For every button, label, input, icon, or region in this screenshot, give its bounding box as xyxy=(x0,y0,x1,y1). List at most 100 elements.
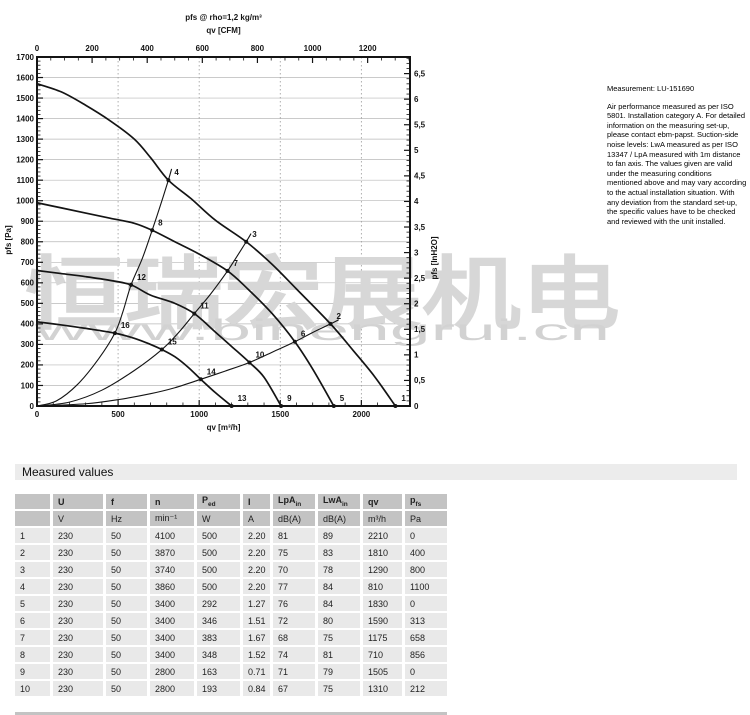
table-cell: 383 xyxy=(197,630,240,645)
top-axis-tick-label: 600 xyxy=(196,44,210,53)
operating-point-label: 5 xyxy=(340,394,345,403)
table-cell: 400 xyxy=(405,545,447,560)
table-cell: 3860 xyxy=(150,579,194,594)
table-unit-header: min⁻¹ xyxy=(150,511,194,526)
table-cell: 1.52 xyxy=(243,647,270,662)
table-cell: 0.71 xyxy=(243,664,270,679)
table-column-header: n xyxy=(150,494,194,509)
table-cell: 0 xyxy=(405,528,447,543)
table-cell: 230 xyxy=(53,613,103,628)
table-cell: 74 xyxy=(273,647,315,662)
table-cell: 1810 xyxy=(363,545,402,560)
right-axis-tick-label: 0,5 xyxy=(414,376,426,385)
table-unit-header xyxy=(15,511,50,526)
operating-point-marker xyxy=(328,321,333,326)
top-axis-tick-label: 400 xyxy=(141,44,155,53)
table-column-header: I xyxy=(243,494,270,509)
left-axis-tick-label: 700 xyxy=(21,258,35,267)
table-unit-header: V xyxy=(53,511,103,526)
operating-point-label: 3 xyxy=(252,230,257,239)
operating-point-label: 7 xyxy=(234,259,239,268)
chart-axes: 0100200300400500600700800900100011001200… xyxy=(4,13,439,432)
table-column-header: pfs xyxy=(405,494,447,509)
top-axis-tick-label: 800 xyxy=(251,44,265,53)
table-cell: 50 xyxy=(106,613,147,628)
left-axis-tick-label: 800 xyxy=(21,238,35,247)
left-axis-label: pfs [Pa] xyxy=(4,225,13,255)
table-cell: 1505 xyxy=(363,664,402,679)
bottom-axis-tick-label: 1500 xyxy=(271,410,289,419)
table-cell: 230 xyxy=(53,630,103,645)
table-cell: 67 xyxy=(273,681,315,696)
left-axis-tick-label: 100 xyxy=(21,381,35,390)
table-row: 6 230 50 3400 346 1.51 72 80 1590 313 xyxy=(15,613,447,628)
table-cell: 810 xyxy=(363,579,402,594)
watermark-company-name: 恒瑞宏展机电 xyxy=(25,250,620,339)
table-cell: 5 xyxy=(15,596,50,611)
table-row: 2 230 50 3870 500 2.20 75 83 1810 400 xyxy=(15,545,447,560)
table-cell: 50 xyxy=(106,562,147,577)
fan-curve xyxy=(36,201,335,407)
table-column-header xyxy=(15,494,50,509)
table-cell: 230 xyxy=(53,647,103,662)
table-cell: 230 xyxy=(53,579,103,594)
system-curve xyxy=(36,168,173,407)
left-axis-tick-label: 1100 xyxy=(17,176,35,185)
operating-point-label: 11 xyxy=(200,302,209,311)
right-axis-tick-label: 0 xyxy=(414,402,419,411)
right-axis-tick-label: 4,5 xyxy=(414,172,426,181)
table-cell: 50 xyxy=(106,630,147,645)
bottom-axis-tick-label: 2000 xyxy=(352,410,370,419)
operating-point-marker xyxy=(198,377,203,382)
table-cell: 3400 xyxy=(150,596,194,611)
table-cell: 89 xyxy=(318,528,360,543)
right-axis-tick-label: 2 xyxy=(414,300,419,309)
table-cell: 79 xyxy=(318,664,360,679)
table-cell: 77 xyxy=(273,579,315,594)
measurement-notes: Measurement: LU-151690 Air performance m… xyxy=(607,84,748,226)
operating-point-marker xyxy=(244,239,249,244)
table-cell: 212 xyxy=(405,681,447,696)
table-cell: 2.20 xyxy=(243,562,270,577)
table-row: 4 230 50 3860 500 2.20 77 84 810 1100 xyxy=(15,579,447,594)
table-cell: 2800 xyxy=(150,664,194,679)
table-row: 9 230 50 2800 163 0.71 71 79 1505 0 xyxy=(15,664,447,679)
operating-point-label: 10 xyxy=(255,350,264,359)
table-cell: 2.20 xyxy=(243,545,270,560)
table-row: 5 230 50 3400 292 1.27 76 84 1830 0 xyxy=(15,596,447,611)
table-row: 8 230 50 3400 348 1.52 74 81 710 856 xyxy=(15,647,447,662)
table-cell: 84 xyxy=(318,579,360,594)
table-cell: 50 xyxy=(106,681,147,696)
operating-point-label: 1 xyxy=(401,394,406,403)
left-axis-tick-label: 1700 xyxy=(16,53,34,62)
table-cell: 1310 xyxy=(363,681,402,696)
operating-point-marker xyxy=(331,404,336,408)
table-cell: 230 xyxy=(53,681,103,696)
fan-curves xyxy=(36,82,397,407)
table-column-header: LpAin xyxy=(273,494,315,509)
system-curve xyxy=(36,319,339,407)
table-cell: 0 xyxy=(405,596,447,611)
table-cell: 2800 xyxy=(150,681,194,696)
operating-point-marker xyxy=(112,331,117,336)
operating-point-marker xyxy=(150,228,155,233)
table-cell: 710 xyxy=(363,647,402,662)
table-cell: 230 xyxy=(53,562,103,577)
operating-point-marker xyxy=(393,404,398,408)
operating-point-label: 12 xyxy=(137,273,146,282)
table-cell: 1.51 xyxy=(243,613,270,628)
bottom-axis-tick-label: 500 xyxy=(111,410,125,419)
table-cell: 83 xyxy=(318,545,360,560)
operating-point-label: 14 xyxy=(207,367,216,376)
table-unit-header: W xyxy=(197,511,240,526)
left-axis-tick-label: 400 xyxy=(21,320,35,329)
table-cell: 84 xyxy=(318,596,360,611)
operating-point-marker xyxy=(225,268,230,273)
table-cell: 800 xyxy=(405,562,447,577)
table-row: 10 230 50 2800 193 0.84 67 75 1310 212 xyxy=(15,681,447,696)
plot-frame xyxy=(36,56,411,407)
table-cell: 50 xyxy=(106,664,147,679)
